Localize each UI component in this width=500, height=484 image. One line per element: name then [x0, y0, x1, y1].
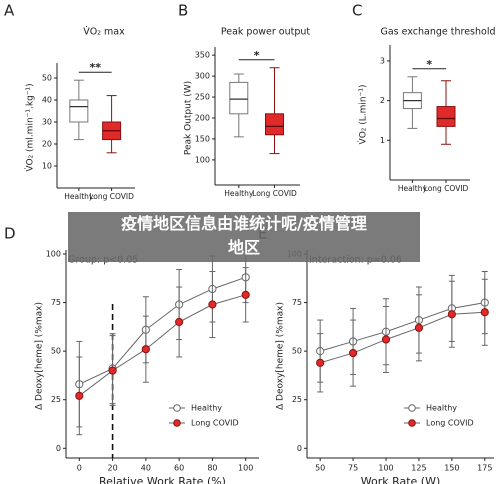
- y-tick-label: 350: [195, 51, 210, 60]
- y-axis-label: Δ Deoxy[heme] (%max): [35, 302, 45, 410]
- x-tick-label: 60: [174, 464, 184, 473]
- point: [208, 300, 217, 309]
- x-tick-label: Healthy: [224, 189, 254, 198]
- significance: *: [254, 49, 260, 62]
- y-tick-label: 0: [297, 444, 302, 453]
- x-tick-label: Long COVID: [424, 184, 469, 193]
- y-tick-label: 250: [195, 93, 210, 102]
- x-tick-label: 100: [238, 464, 253, 473]
- y-tick-label: 25: [51, 395, 61, 404]
- panel-label: B: [178, 2, 188, 20]
- y-axis-label: Peak Output (W): [184, 81, 194, 155]
- panel-label: A: [4, 2, 15, 20]
- y-tick-label: 100: [195, 155, 210, 164]
- chart-title: Peak power output: [221, 27, 311, 38]
- legend-label: Long COVID: [426, 419, 474, 428]
- box: [265, 113, 284, 136]
- banner-line: 地区: [227, 238, 260, 257]
- point: [480, 308, 489, 317]
- y-tick-label: 25: [292, 395, 302, 404]
- series-line: [320, 302, 485, 352]
- x-tick-label: 100: [378, 464, 393, 473]
- panel-label: C: [352, 2, 362, 20]
- point: [108, 366, 117, 375]
- y-tick-label: 10: [42, 162, 52, 171]
- y-tick-label: 50: [51, 347, 61, 356]
- y-tick-label: 200: [195, 114, 210, 123]
- point: [381, 335, 391, 344]
- legend-marker: [173, 404, 181, 412]
- x-tick-label: Healthy: [64, 192, 94, 201]
- series-line: [320, 311, 485, 364]
- legend-label: Healthy: [191, 404, 222, 413]
- significance: *: [426, 58, 432, 71]
- box: [229, 81, 249, 115]
- box: [436, 106, 456, 127]
- y-tick-label: 75: [292, 298, 302, 307]
- x-tick-label: 50: [315, 464, 325, 473]
- y-tick-label: 100: [46, 250, 61, 259]
- legend-label: Long COVID: [191, 419, 239, 428]
- y-axis-label: V̇O₂ (ml.min⁻¹.kg⁻¹): [24, 83, 36, 171]
- legend-marker: [408, 404, 416, 412]
- x-tick-label: 20: [107, 464, 117, 473]
- x-tick-label: 75: [348, 464, 358, 473]
- x-tick-label: 175: [477, 464, 492, 473]
- x-tick-label: 125: [411, 464, 426, 473]
- legend-marker: [408, 419, 416, 427]
- y-tick-label: 40: [42, 96, 52, 105]
- y-tick-label: 20: [42, 140, 52, 149]
- point: [447, 310, 456, 319]
- box: [69, 99, 89, 123]
- series-line: [79, 294, 246, 397]
- x-tick-label: 40: [141, 464, 151, 473]
- x-tick-label: Healthy: [398, 184, 428, 193]
- point: [75, 391, 84, 400]
- panel-label: D: [4, 225, 16, 243]
- y-tick-label: 75: [51, 298, 61, 307]
- y-axis-label: Δ Deoxy[heme] (%max): [276, 302, 286, 410]
- x-axis-label: Work Rate (W): [361, 475, 441, 484]
- x-tick-label: Long COVID: [89, 192, 134, 201]
- significance: **: [89, 61, 101, 74]
- x-tick-label: 150: [444, 464, 459, 473]
- y-tick-label: 50: [292, 347, 302, 356]
- point: [414, 323, 424, 332]
- x-tick-label: 0: [77, 464, 82, 473]
- y-tick-label: 0: [56, 444, 61, 453]
- y-tick-label: 30: [42, 118, 52, 127]
- y-tick-label: 50: [42, 74, 52, 83]
- y-tick-label: 1: [380, 136, 385, 145]
- chart-title: Gas exchange threshold: [380, 27, 495, 38]
- point: [175, 317, 184, 327]
- y-tick-label: 150: [195, 134, 210, 143]
- point: [141, 345, 150, 354]
- chart-title: V̇O₂ max: [83, 26, 125, 38]
- x-tick-label: 80: [207, 464, 217, 473]
- point: [316, 358, 325, 367]
- y-axis-label: V̇O₂ (L.min⁻¹): [357, 85, 369, 145]
- x-tick-label: Long COVID: [252, 189, 297, 198]
- x-axis-label: Relative Work Rate (%): [99, 475, 226, 484]
- legend-marker: [173, 419, 181, 427]
- banner-line: 疫情地区信息由谁统计呢/疫情管理: [121, 214, 367, 233]
- series-line: [79, 276, 246, 385]
- point: [241, 290, 250, 299]
- legend-label: Healthy: [426, 404, 457, 413]
- watermark-banner: 疫情地区信息由谁统计呢/疫情管理 地区: [68, 212, 420, 262]
- y-tick-label: 2: [380, 96, 385, 105]
- y-tick-label: 3: [380, 56, 385, 65]
- point: [348, 348, 358, 358]
- y-tick-label: 300: [195, 72, 210, 81]
